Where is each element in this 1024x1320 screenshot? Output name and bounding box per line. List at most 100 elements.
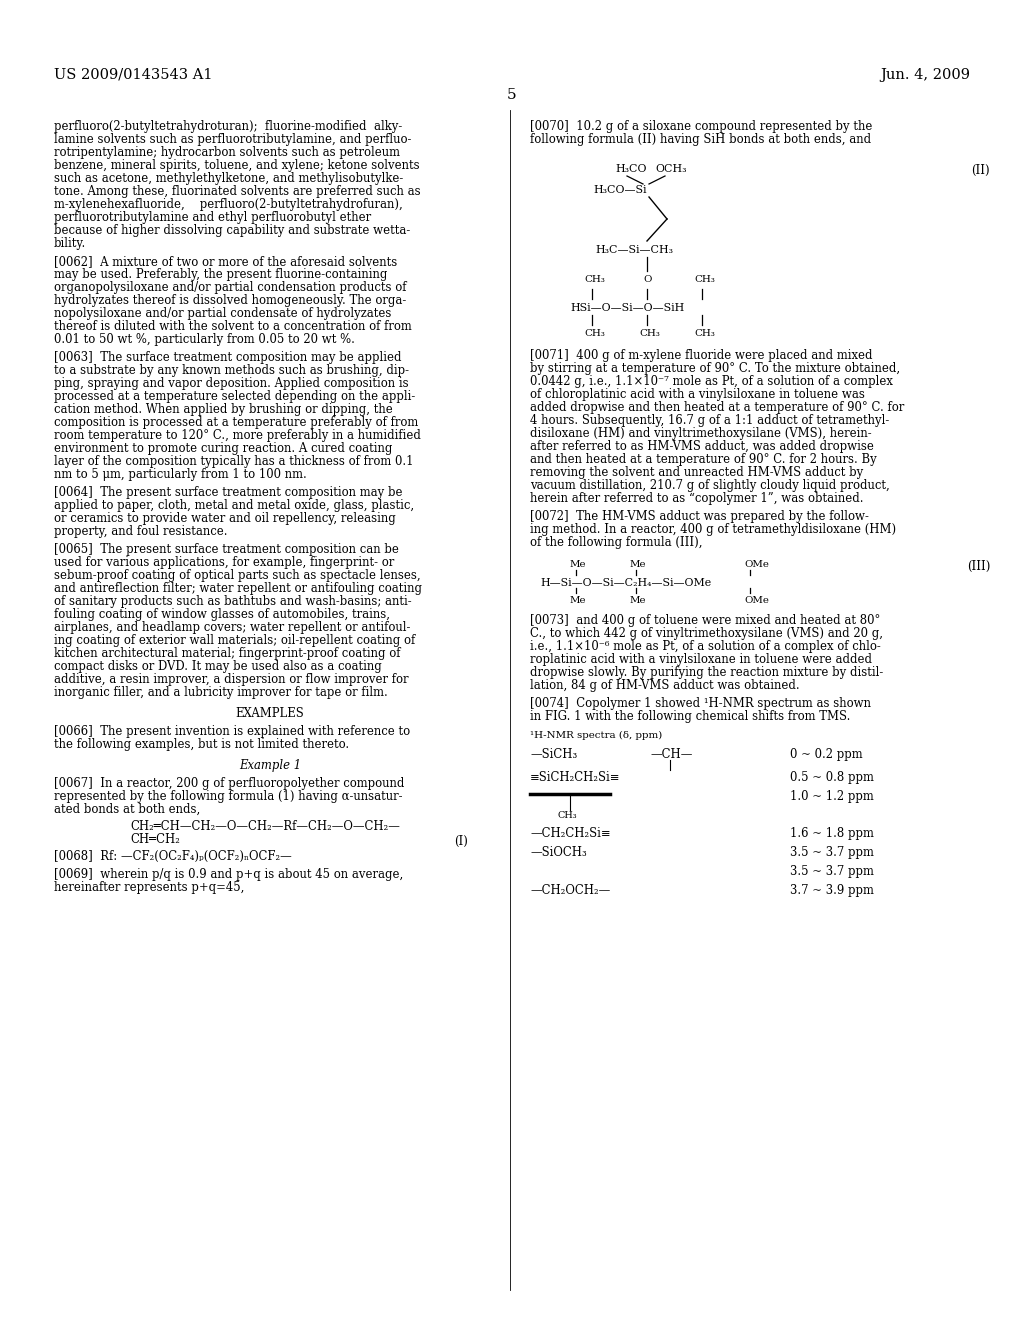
Text: inorganic filler, and a lubricity improver for tape or film.: inorganic filler, and a lubricity improv… — [54, 686, 388, 700]
Text: ated bonds at both ends,: ated bonds at both ends, — [54, 803, 201, 816]
Text: —CH₂OCH₂—: —CH₂OCH₂— — [530, 884, 610, 898]
Text: CH═CH₂: CH═CH₂ — [130, 833, 180, 846]
Text: [0069]  wherein p/q is 0.9 and p+q is about 45 on average,: [0069] wherein p/q is 0.9 and p+q is abo… — [54, 869, 403, 880]
Text: (II): (II) — [972, 164, 990, 177]
Text: may be used. Preferably, the present fluorine-containing: may be used. Preferably, the present flu… — [54, 268, 387, 281]
Text: by stirring at a temperature of 90° C. To the mixture obtained,: by stirring at a temperature of 90° C. T… — [530, 362, 900, 375]
Text: roplatinic acid with a vinylsiloxane in toluene were added: roplatinic acid with a vinylsiloxane in … — [530, 653, 872, 667]
Text: —CH₂CH₂Si≡: —CH₂CH₂Si≡ — [530, 828, 610, 840]
Text: [0064]  The present surface treatment composition may be: [0064] The present surface treatment com… — [54, 486, 402, 499]
Text: organopolysiloxane and/or partial condensation products of: organopolysiloxane and/or partial conden… — [54, 281, 407, 294]
Text: US 2009/0143543 A1: US 2009/0143543 A1 — [54, 69, 213, 82]
Text: rotripentylamine; hydrocarbon solvents such as petroleum: rotripentylamine; hydrocarbon solvents s… — [54, 147, 400, 158]
Text: —CH—: —CH— — [650, 748, 692, 762]
Text: [0063]  The surface treatment composition may be applied: [0063] The surface treatment composition… — [54, 351, 401, 364]
Text: CH₃: CH₃ — [694, 275, 715, 284]
Text: Me: Me — [570, 560, 587, 569]
Text: m-xylenehexafluoride,    perfluoro(2-butyltetrahydrofuran),: m-xylenehexafluoride, perfluoro(2-butylt… — [54, 198, 402, 211]
Text: composition is processed at a temperature preferably of from: composition is processed at a temperatur… — [54, 416, 418, 429]
Text: of the following formula (III),: of the following formula (III), — [530, 536, 702, 549]
Text: ¹H-NMR spectra (δ, ppm): ¹H-NMR spectra (δ, ppm) — [530, 731, 663, 741]
Text: C., to which 442 g of vinyltrimethoxysilane (VMS) and 20 g,: C., to which 442 g of vinyltrimethoxysil… — [530, 627, 883, 640]
Text: nopolysiloxane and/or partial condensate of hydrolyzates: nopolysiloxane and/or partial condensate… — [54, 308, 391, 319]
Text: OMe: OMe — [744, 597, 769, 605]
Text: H₃C—Si—CH₃: H₃C—Si—CH₃ — [595, 246, 673, 255]
Text: or ceramics to provide water and oil repellency, releasing: or ceramics to provide water and oil rep… — [54, 512, 395, 525]
Text: [0065]  The present surface treatment composition can be: [0065] The present surface treatment com… — [54, 543, 399, 556]
Text: —SiCH₃: —SiCH₃ — [530, 748, 578, 762]
Text: HSi—O—Si—O—SiH: HSi—O—Si—O—SiH — [570, 304, 684, 313]
Text: [0067]  In a reactor, 200 g of perfluoropolyether compound: [0067] In a reactor, 200 g of perfluorop… — [54, 777, 404, 789]
Text: ping, spraying and vapor deposition. Applied composition is: ping, spraying and vapor deposition. App… — [54, 378, 409, 389]
Text: vacuum distillation, 210.7 g of slightly cloudy liquid product,: vacuum distillation, 210.7 g of slightly… — [530, 479, 890, 492]
Text: [0072]  The HM-VMS adduct was prepared by the follow-: [0072] The HM-VMS adduct was prepared by… — [530, 510, 869, 523]
Text: processed at a temperature selected depending on the appli-: processed at a temperature selected depe… — [54, 389, 416, 403]
Text: in FIG. 1 with the following chemical shifts from TMS.: in FIG. 1 with the following chemical sh… — [530, 710, 850, 723]
Text: sebum-proof coating of optical parts such as spectacle lenses,: sebum-proof coating of optical parts suc… — [54, 569, 421, 582]
Text: i.e., 1.1×10⁻⁶ mole as Pt, of a solution of a complex of chlo-: i.e., 1.1×10⁻⁶ mole as Pt, of a solution… — [530, 640, 881, 653]
Text: fouling coating of window glasses of automobiles, trains,: fouling coating of window glasses of aut… — [54, 609, 390, 620]
Text: 0.5 ~ 0.8 ppm: 0.5 ~ 0.8 ppm — [790, 771, 873, 784]
Text: tone. Among these, fluorinated solvents are preferred such as: tone. Among these, fluorinated solvents … — [54, 185, 421, 198]
Text: additive, a resin improver, a dispersion or flow improver for: additive, a resin improver, a dispersion… — [54, 673, 409, 686]
Text: lamine solvents such as perfluorotributylamine, and perfluo-: lamine solvents such as perfluorotributy… — [54, 133, 412, 147]
Text: to a substrate by any known methods such as brushing, dip-: to a substrate by any known methods such… — [54, 364, 409, 378]
Text: added dropwise and then heated at a temperature of 90° C. for: added dropwise and then heated at a temp… — [530, 401, 904, 414]
Text: [0074]  Copolymer 1 showed ¹H-NMR spectrum as shown: [0074] Copolymer 1 showed ¹H-NMR spectru… — [530, 697, 871, 710]
Text: CH₃: CH₃ — [694, 329, 715, 338]
Text: environment to promote curing reaction. A cured coating: environment to promote curing reaction. … — [54, 442, 392, 455]
Text: CH₃: CH₃ — [639, 329, 659, 338]
Text: ≡SiCH₂CH₂Si≡: ≡SiCH₂CH₂Si≡ — [530, 771, 621, 784]
Text: [0073]  and 400 g of toluene were mixed and heated at 80°: [0073] and 400 g of toluene were mixed a… — [530, 614, 881, 627]
Text: perfluoro(2-butyltetrahydroturan);  fluorine-modified  alky-: perfluoro(2-butyltetrahydroturan); fluor… — [54, 120, 402, 133]
Text: EXAMPLES: EXAMPLES — [236, 708, 304, 719]
Text: layer of the composition typically has a thickness of from 0.1: layer of the composition typically has a… — [54, 455, 414, 469]
Text: disiloxane (HM) and vinyltrimethoxysilane (VMS), herein-: disiloxane (HM) and vinyltrimethoxysilan… — [530, 426, 871, 440]
Text: O: O — [643, 275, 651, 284]
Text: thereof is diluted with the solvent to a concentration of from: thereof is diluted with the solvent to a… — [54, 319, 412, 333]
Text: Example 1: Example 1 — [239, 759, 301, 772]
Text: H₃CO—Si: H₃CO—Si — [593, 185, 646, 195]
Text: [0062]  A mixture of two or more of the aforesaid solvents: [0062] A mixture of two or more of the a… — [54, 255, 397, 268]
Text: such as acetone, methylethylketone, and methylisobutylke-: such as acetone, methylethylketone, and … — [54, 172, 403, 185]
Text: airplanes, and headlamp covers; water repellent or antifoul-: airplanes, and headlamp covers; water re… — [54, 620, 411, 634]
Text: CH₃: CH₃ — [584, 329, 605, 338]
Text: [0071]  400 g of m-xylene fluoride were placed and mixed: [0071] 400 g of m-xylene fluoride were p… — [530, 348, 872, 362]
Text: hereinafter represents p+q=45,: hereinafter represents p+q=45, — [54, 880, 245, 894]
Text: lation, 84 g of HM-VMS adduct was obtained.: lation, 84 g of HM-VMS adduct was obtain… — [530, 678, 800, 692]
Text: CH₃: CH₃ — [584, 275, 605, 284]
Text: compact disks or DVD. It may be used also as a coating: compact disks or DVD. It may be used als… — [54, 660, 382, 673]
Text: CH₃: CH₃ — [558, 810, 578, 820]
Text: perfluorotributylamine and ethyl perfluorobutyl ether: perfluorotributylamine and ethyl perfluo… — [54, 211, 371, 224]
Text: 1.6 ~ 1.8 ppm: 1.6 ~ 1.8 ppm — [790, 828, 873, 840]
Text: following formula (II) having SiH bonds at both ends, and: following formula (II) having SiH bonds … — [530, 133, 871, 147]
Text: kitchen architectural material; fingerprint-proof coating of: kitchen architectural material; fingerpr… — [54, 647, 400, 660]
Text: 4 hours. Subsequently, 16.7 g of a 1:1 adduct of tetramethyl-: 4 hours. Subsequently, 16.7 g of a 1:1 a… — [530, 414, 889, 426]
Text: (I): (I) — [454, 836, 468, 847]
Text: and then heated at a temperature of 90° C. for 2 hours. By: and then heated at a temperature of 90° … — [530, 453, 877, 466]
Text: room temperature to 120° C., more preferably in a humidified: room temperature to 120° C., more prefer… — [54, 429, 421, 442]
Text: OMe: OMe — [744, 560, 769, 569]
Text: H₃CO: H₃CO — [615, 164, 646, 174]
Text: of chloroplatinic acid with a vinylsiloxane in toluene was: of chloroplatinic acid with a vinylsilox… — [530, 388, 865, 401]
Text: nm to 5 μm, particularly from 1 to 100 nm.: nm to 5 μm, particularly from 1 to 100 n… — [54, 469, 307, 480]
Text: Me: Me — [630, 560, 646, 569]
Text: dropwise slowly. By purifying the reaction mixture by distil-: dropwise slowly. By purifying the reacti… — [530, 667, 884, 678]
Text: cation method. When applied by brushing or dipping, the: cation method. When applied by brushing … — [54, 403, 393, 416]
Text: 0 ~ 0.2 ppm: 0 ~ 0.2 ppm — [790, 748, 862, 762]
Text: OCH₃: OCH₃ — [655, 164, 686, 174]
Text: (III): (III) — [967, 560, 990, 573]
Text: removing the solvent and unreacted HM-VMS adduct by: removing the solvent and unreacted HM-VM… — [530, 466, 863, 479]
Text: after referred to as HM-VMS adduct, was added dropwise: after referred to as HM-VMS adduct, was … — [530, 440, 873, 453]
Text: Me: Me — [630, 597, 646, 605]
Text: H—Si—O—Si—C₂H₄—Si—OMe: H—Si—O—Si—C₂H₄—Si—OMe — [540, 578, 712, 587]
Text: Jun. 4, 2009: Jun. 4, 2009 — [880, 69, 970, 82]
Text: benzene, mineral spirits, toluene, and xylene; ketone solvents: benzene, mineral spirits, toluene, and x… — [54, 158, 420, 172]
Text: CH₂═CH—CH₂—O—CH₂—Rf—CH₂—O—CH₂—: CH₂═CH—CH₂—O—CH₂—Rf—CH₂—O—CH₂— — [130, 820, 400, 833]
Text: bility.: bility. — [54, 238, 86, 249]
Text: represented by the following formula (1) having α-unsatur-: represented by the following formula (1)… — [54, 789, 402, 803]
Text: ing method. In a reactor, 400 g of tetramethyldisiloxane (HM): ing method. In a reactor, 400 g of tetra… — [530, 523, 896, 536]
Text: 0.01 to 50 wt %, particularly from 0.05 to 20 wt %.: 0.01 to 50 wt %, particularly from 0.05 … — [54, 333, 355, 346]
Text: property, and foul resistance.: property, and foul resistance. — [54, 525, 227, 539]
Text: used for various applications, for example, fingerprint- or: used for various applications, for examp… — [54, 556, 394, 569]
